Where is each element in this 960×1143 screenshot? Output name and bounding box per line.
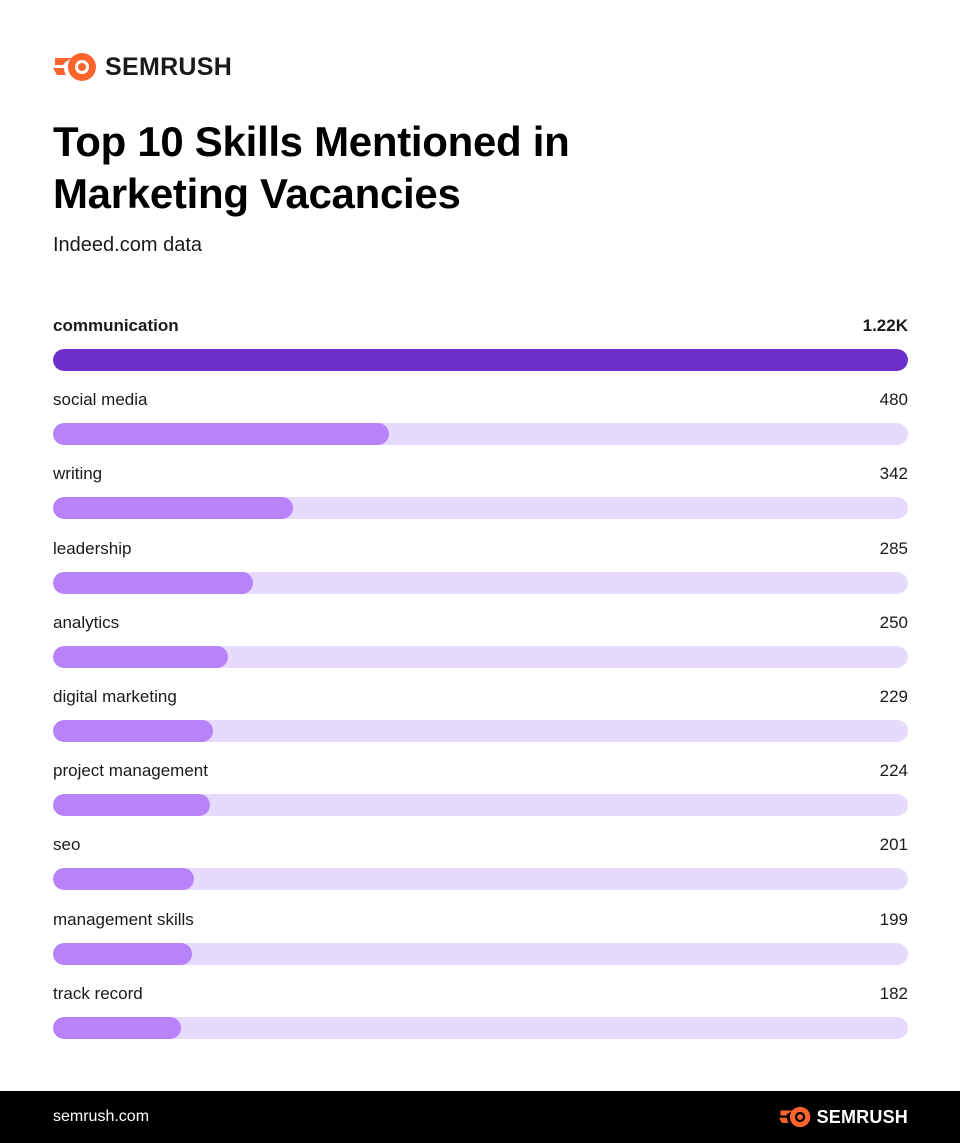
bar-row: writing 342	[53, 460, 908, 534]
footer: semrush.com SEMRUSH	[0, 1091, 960, 1143]
bar	[53, 349, 908, 371]
footer-logo: SEMRUSH	[778, 1105, 908, 1129]
bar	[53, 645, 228, 668]
category-label: writing	[53, 464, 103, 484]
bar-chart: communication 1.22K social media 480 writing…	[53, 312, 908, 1054]
category-label: communication	[53, 316, 179, 335]
bar-row: communication 1.22K	[53, 312, 908, 386]
value-label: 285	[879, 538, 908, 558]
footer-logo-wordmark: SEMRUSH	[816, 1107, 908, 1127]
value-label: 480	[879, 390, 908, 410]
value-label: 199	[879, 909, 908, 929]
semrush-flame-icon	[778, 1106, 810, 1128]
bar-row: digital marketing 229	[53, 683, 908, 757]
bar-track	[53, 645, 908, 668]
bar-row: leadership 285	[53, 535, 908, 609]
bar-track	[53, 349, 908, 371]
category-label: digital marketing	[53, 686, 177, 706]
bar-track	[53, 794, 908, 817]
bar-row: analytics 250	[53, 609, 908, 683]
bar	[53, 942, 192, 965]
bar	[53, 719, 213, 742]
bar-row: project management 224	[53, 757, 908, 831]
category-label: track record	[53, 983, 143, 1003]
logo-wordmark: SEMRUSH	[105, 53, 233, 81]
chart-title: Top 10 Skills Mentioned in Marketing Vac…	[53, 118, 570, 217]
bar	[53, 571, 253, 594]
bar-track	[53, 868, 908, 891]
bar	[53, 794, 210, 817]
value-label: 182	[879, 983, 908, 1003]
bar	[53, 497, 293, 520]
bar-track	[53, 719, 908, 742]
chart-subtitle: Indeed.com data	[53, 234, 202, 256]
category-label: leadership	[53, 538, 132, 558]
value-label: 250	[879, 612, 908, 632]
bar-row: management skills 199	[53, 906, 908, 980]
category-label: social media	[53, 390, 148, 410]
semrush-flame-icon	[53, 53, 96, 81]
bar-track	[53, 1016, 908, 1039]
category-label: analytics	[53, 612, 120, 632]
value-label: 229	[879, 686, 908, 706]
bar	[53, 868, 194, 891]
bar	[53, 1016, 181, 1039]
bar	[53, 423, 389, 446]
semrush-logo: SEMRUSH	[53, 52, 232, 82]
value-label: 201	[879, 835, 908, 855]
value-label: 224	[879, 761, 908, 781]
bar-row: seo 201	[53, 831, 908, 905]
bar-row: social media 480	[53, 386, 908, 460]
bar-track	[53, 571, 908, 594]
footer-url[interactable]: semrush.com	[53, 1108, 150, 1125]
value-label: 1.22K	[862, 316, 908, 335]
bar-track	[53, 423, 908, 446]
bar-track	[53, 497, 908, 520]
category-label: management skills	[53, 909, 194, 929]
category-label: seo	[53, 835, 81, 855]
category-label: project management	[53, 761, 208, 781]
value-label: 342	[879, 464, 908, 484]
bar-row: track record 182	[53, 980, 908, 1054]
bar-track	[53, 942, 908, 965]
